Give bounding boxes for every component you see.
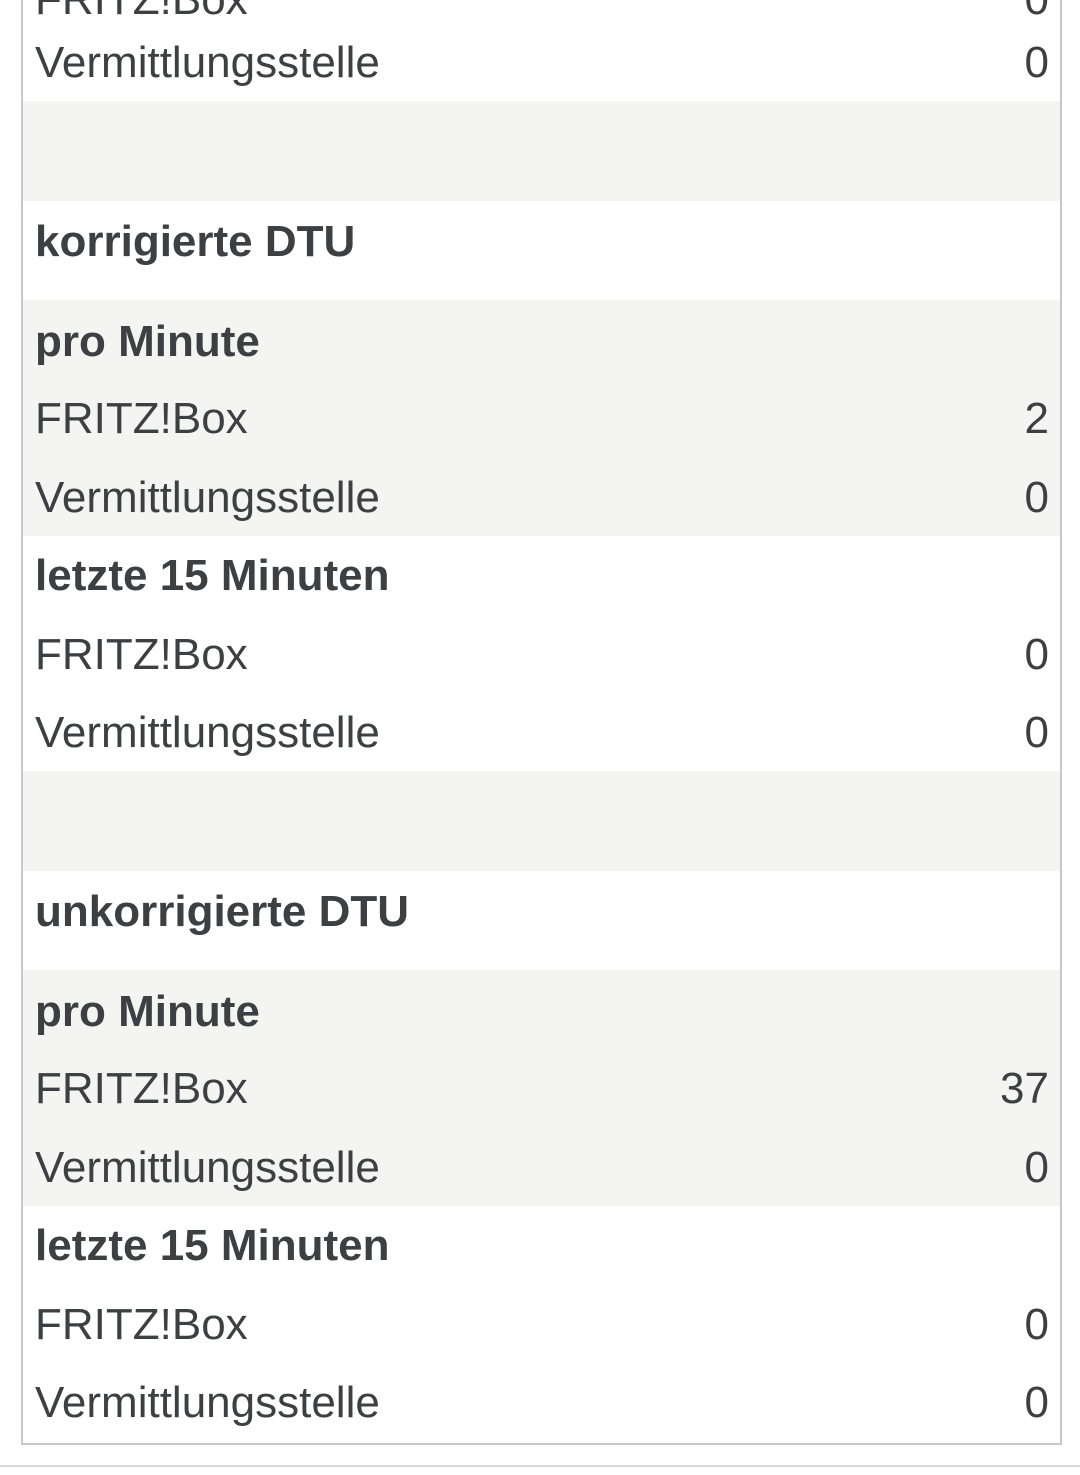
vst-label: Vermittlungsstelle bbox=[35, 38, 380, 87]
fritzbox-label: FRITZ!Box bbox=[35, 630, 248, 679]
vst-label: Vermittlungsstelle bbox=[35, 473, 380, 522]
group-heading: letzte 15 Minuten bbox=[35, 1221, 390, 1270]
vst-label: Vermittlungsstelle bbox=[35, 1143, 380, 1192]
fritzbox-label: FRITZ!Box bbox=[35, 1300, 248, 1349]
vst-value: 0 bbox=[1024, 1143, 1049, 1192]
table-row: FRITZ!Box 0 bbox=[23, 1302, 1060, 1348]
table-row: Vermittlungsstelle 0 bbox=[23, 710, 1060, 756]
group-heading: pro Minute bbox=[35, 987, 260, 1036]
group-heading: pro Minute bbox=[35, 317, 260, 366]
fritzbox-value-partial: 0 bbox=[1025, 0, 1049, 22]
table-row: Vermittlungsstelle 0 bbox=[23, 1145, 1060, 1191]
table-row: FRITZ!Box 2 bbox=[23, 396, 1060, 442]
table-row: FRITZ!Box 0 bbox=[23, 632, 1060, 678]
table-row: FRITZ!Box 37 bbox=[23, 1066, 1060, 1112]
group-band bbox=[23, 300, 1060, 536]
vst-value: 0 bbox=[1024, 473, 1049, 522]
vst-value: 0 bbox=[1024, 708, 1049, 757]
vst-value: 0 bbox=[1024, 38, 1049, 87]
vst-label: Vermittlungsstelle bbox=[35, 708, 380, 757]
fritzbox-value: 0 bbox=[1024, 1300, 1049, 1349]
page-divider bbox=[0, 1465, 1080, 1467]
fritzbox-value: 2 bbox=[1024, 394, 1049, 443]
section-title-unkorrigierte: unkorrigierte DTU bbox=[35, 887, 410, 936]
dsl-error-statistics-table: FRITZ!Box 0 Vermittlungsstelle 0 korrigi… bbox=[21, 0, 1062, 1445]
table-row: Vermittlungsstelle 0 bbox=[23, 475, 1060, 521]
fritzbox-value: 0 bbox=[1024, 630, 1049, 679]
vst-label: Vermittlungsstelle bbox=[35, 1378, 380, 1427]
fritzbox-value: 37 bbox=[1000, 1064, 1049, 1113]
section-spacer bbox=[23, 101, 1060, 201]
table-row: Vermittlungsstelle 0 bbox=[23, 1380, 1060, 1426]
fritzbox-label-partial: FRITZ!Box bbox=[35, 0, 248, 22]
section-title-korrigierte: korrigierte DTU bbox=[35, 217, 356, 266]
group-band bbox=[23, 970, 1060, 1206]
table-row: Vermittlungsstelle 0 bbox=[23, 40, 1060, 86]
vst-value: 0 bbox=[1024, 1378, 1049, 1427]
group-heading: letzte 15 Minuten bbox=[35, 551, 390, 600]
fritzbox-label: FRITZ!Box bbox=[35, 394, 248, 443]
section-spacer bbox=[23, 771, 1060, 871]
fritzbox-label: FRITZ!Box bbox=[35, 1064, 248, 1113]
